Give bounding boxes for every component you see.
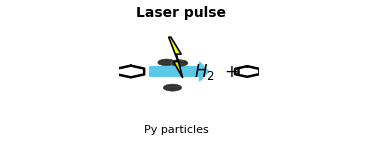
Text: Laser pulse: Laser pulse	[136, 6, 226, 20]
Text: $H_2$  +: $H_2$ +	[194, 61, 239, 82]
Polygon shape	[169, 37, 183, 78]
Text: Py particles: Py particles	[144, 125, 209, 135]
Ellipse shape	[170, 60, 188, 66]
Ellipse shape	[158, 59, 175, 66]
Ellipse shape	[163, 84, 181, 91]
FancyArrow shape	[150, 62, 209, 81]
